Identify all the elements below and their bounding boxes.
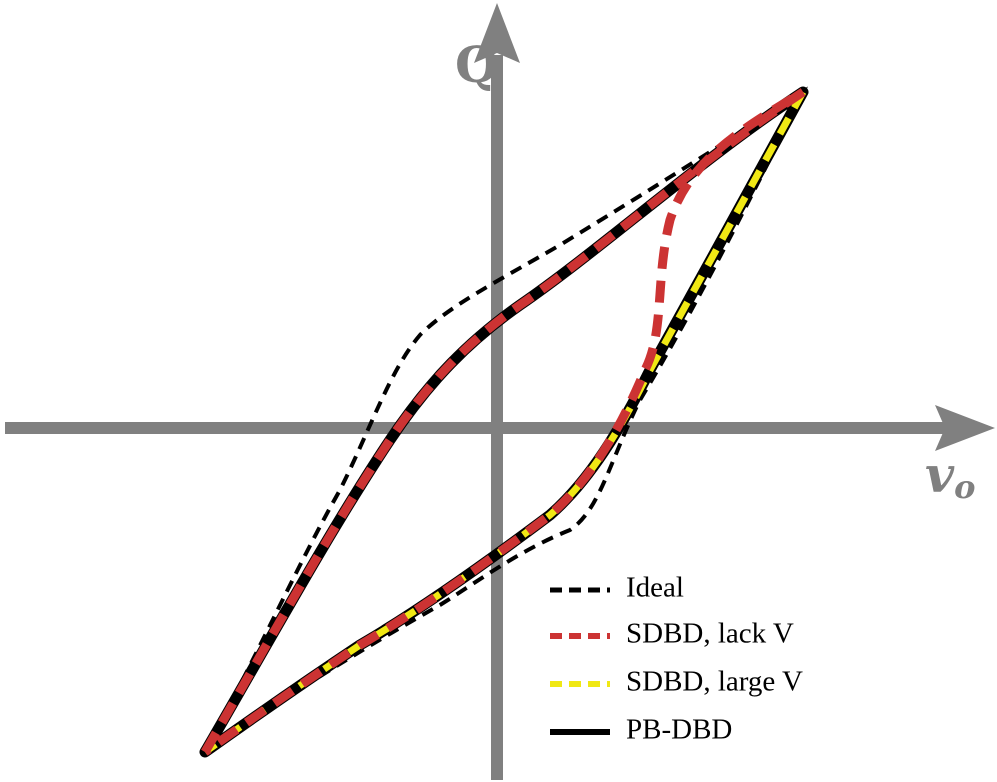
legend-label: PB-DBD xyxy=(626,714,732,746)
legend-label: SDBD, lack V xyxy=(626,618,794,650)
axes xyxy=(5,3,995,780)
legend-label: SDBD, large V xyxy=(626,666,803,698)
x-label-sub: o xyxy=(954,468,975,506)
y-label: Q xyxy=(455,35,499,94)
x-label: vo xyxy=(925,445,975,506)
y-arrow xyxy=(474,3,520,63)
legend: Ideal SDBD, lack V SDBD, large V PB-DBD xyxy=(550,572,803,746)
x-label-main: v xyxy=(925,445,955,504)
x-arrow xyxy=(935,405,995,451)
sdbd-large-v-curve xyxy=(202,90,807,755)
legend-label: Ideal xyxy=(626,572,684,604)
sdbd-lack-v-curve xyxy=(201,88,806,756)
